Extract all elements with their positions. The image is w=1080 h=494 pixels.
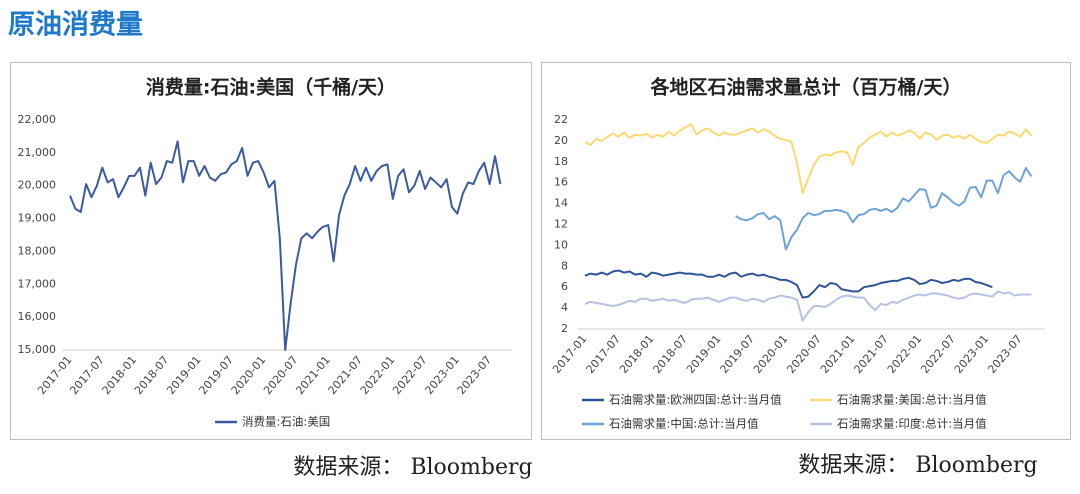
y-tick-label: 14 bbox=[554, 197, 568, 210]
data-line bbox=[584, 290, 1032, 322]
y-tick-label: 15,000 bbox=[18, 343, 57, 356]
x-tick-label: 2022-07 bbox=[918, 333, 958, 377]
y-tick-label: 12 bbox=[554, 218, 568, 231]
data-line bbox=[584, 269, 993, 299]
y-tick-label: 21,000 bbox=[18, 146, 57, 159]
y-tick-label: 22,000 bbox=[18, 113, 57, 126]
x-tick-label: 2022-01 bbox=[885, 333, 925, 377]
x-tick-label: 2018-07 bbox=[651, 333, 691, 377]
data-line bbox=[584, 123, 1033, 195]
source: 数据来源： Bloomberg bbox=[798, 453, 1037, 478]
page-title: 原油消费量 bbox=[8, 10, 143, 41]
y-tick-label: 18 bbox=[554, 155, 568, 168]
x-tick-label: 2019-07 bbox=[717, 333, 757, 377]
y-tick-label: 22 bbox=[554, 113, 568, 126]
legend-label: 石油需求量:中国:总计:当月值 bbox=[609, 417, 759, 431]
y-tick-label: 19,000 bbox=[18, 212, 57, 225]
y-tick-label: 20,000 bbox=[18, 179, 57, 192]
chart-frame bbox=[10, 62, 532, 440]
chart-title: 各地区石油需求量总计（百万桶/天） bbox=[650, 76, 962, 99]
chart-frame bbox=[541, 62, 1071, 440]
legend-label: 消费量:石油:美国 bbox=[242, 415, 330, 429]
x-tick-label: 2021-07 bbox=[851, 333, 891, 377]
legend-label: 石油需求量:印度:总计:当月值 bbox=[837, 417, 987, 431]
y-tick-label: 16,000 bbox=[18, 310, 57, 323]
data-line bbox=[69, 140, 502, 351]
y-tick-label: 4 bbox=[561, 301, 568, 314]
y-tick-label: 10 bbox=[554, 238, 568, 251]
y-tick-label: 8 bbox=[561, 259, 568, 272]
x-tick-label: 2023-07 bbox=[985, 333, 1025, 377]
legend-label: 石油需求量:欧洲四国:总计:当月值 bbox=[609, 393, 782, 407]
x-tick-label: 2020-01 bbox=[751, 333, 791, 377]
legend-label: 石油需求量:美国:总计:当月值 bbox=[837, 393, 987, 407]
y-tick-label: 16 bbox=[554, 176, 568, 189]
x-tick-label: 2023-07 bbox=[455, 354, 495, 398]
source: 数据来源： Bloomberg bbox=[293, 455, 532, 480]
y-tick-label: 2 bbox=[561, 322, 568, 335]
x-tick-label: 2018-01 bbox=[617, 333, 657, 377]
x-tick-label: 2021-01 bbox=[818, 333, 858, 377]
y-tick-label: 20 bbox=[554, 134, 568, 147]
x-tick-label: 2020-07 bbox=[784, 333, 824, 377]
y-tick-label: 6 bbox=[561, 280, 568, 293]
x-tick-label: 2017-01 bbox=[550, 333, 590, 377]
y-tick-label: 18,000 bbox=[18, 244, 57, 257]
x-tick-label: 2019-01 bbox=[684, 333, 724, 377]
y-tick-label: 17,000 bbox=[18, 277, 57, 290]
x-tick-label: 2023-01 bbox=[952, 333, 992, 377]
x-tick-label: 2017-07 bbox=[584, 333, 624, 377]
chart-title: 消费量:石油:美国（千桶/天） bbox=[146, 76, 396, 99]
data-line bbox=[735, 167, 1033, 251]
